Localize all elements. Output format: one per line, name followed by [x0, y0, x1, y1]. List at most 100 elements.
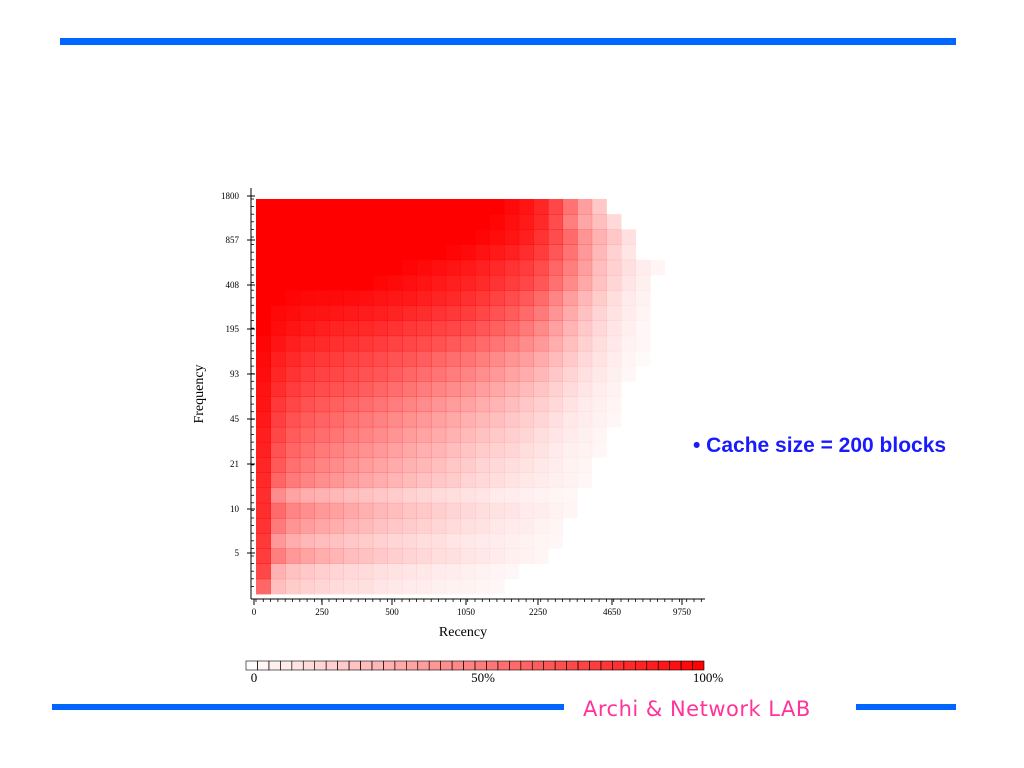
heat-cell [256, 381, 271, 397]
heat-cell [621, 244, 636, 261]
heat-cell [270, 229, 286, 245]
heat-cell [314, 578, 330, 595]
heat-cell [343, 290, 359, 306]
heat-cell [285, 502, 301, 519]
heat-cell [343, 214, 359, 230]
heat-cell [314, 320, 330, 337]
heat-cell [518, 518, 534, 534]
heat-cell [372, 548, 388, 565]
heat-cell [416, 214, 432, 230]
heat-cell [372, 305, 388, 321]
heat-cell [402, 320, 417, 337]
heat-cell [372, 487, 388, 504]
heat-cell [533, 274, 549, 291]
heat-cell [299, 518, 315, 534]
heat-cell [563, 488, 578, 504]
heat-cell [270, 274, 286, 291]
heat-cell [270, 381, 286, 397]
heat-cell [460, 366, 476, 382]
heat-cell [562, 472, 578, 489]
heat-cell [504, 259, 520, 276]
heat-cell [256, 305, 271, 321]
heat-cell [504, 457, 520, 473]
heat-cell [445, 396, 461, 413]
scale-mid-label: 50% [471, 670, 495, 685]
heat-cell [533, 350, 549, 367]
heat-cell [343, 442, 359, 458]
heat-cell [548, 442, 563, 458]
heat-cell [314, 548, 330, 565]
heat-cell [343, 396, 359, 413]
y-axis-title: Frequency [192, 364, 207, 423]
scale-swatch [577, 660, 590, 671]
heat-cell [256, 426, 271, 443]
heat-cell [343, 487, 359, 504]
heat-cell [504, 502, 520, 519]
heat-cell [518, 472, 534, 489]
heat-cell [621, 366, 636, 382]
heat-cell [504, 290, 520, 306]
heat-cell [329, 396, 344, 413]
heat-cell [489, 548, 505, 565]
heat-cell [314, 502, 330, 519]
heat-cell [285, 411, 301, 428]
heat-cell [504, 396, 520, 413]
heat-cell [489, 350, 505, 367]
heat-cell [518, 411, 534, 428]
heat-cell [387, 320, 403, 337]
heat-cell [518, 533, 534, 549]
heat-cell [591, 259, 607, 276]
heat-cell [270, 199, 286, 215]
heat-cell [387, 244, 403, 261]
heat-cell [387, 578, 403, 595]
heat-cell [518, 214, 534, 230]
heat-cell [299, 472, 315, 489]
x-tick-label: 250 [315, 607, 329, 617]
heat-cell [548, 305, 563, 321]
heat-cell [445, 411, 461, 428]
heat-cell [256, 502, 271, 519]
heat-cell [299, 457, 315, 473]
heat-cell [314, 518, 330, 534]
heat-cell [402, 259, 417, 276]
heat-cell [285, 563, 301, 580]
heat-cell [314, 442, 330, 458]
heat-cell [504, 548, 520, 565]
heat-cell [329, 411, 344, 428]
heat-cell [416, 442, 432, 458]
heat-cell [416, 411, 432, 428]
heat-cell [372, 502, 388, 519]
heat-cell [548, 214, 563, 230]
heat-cell [285, 366, 301, 382]
heat-cell [548, 244, 563, 261]
heat-cell [591, 381, 607, 397]
heat-cell [343, 457, 359, 473]
heat-cell [387, 229, 403, 245]
heat-cell [402, 457, 417, 473]
scale-max-label: 100% [693, 670, 724, 685]
heat-cell [548, 396, 563, 413]
y-tick-label: 195 [226, 324, 240, 334]
heat-cell [372, 578, 388, 595]
heat-cell [299, 274, 315, 291]
heat-cell [460, 305, 476, 321]
heat-cell [606, 381, 622, 397]
heat-cell [314, 305, 330, 321]
heat-cell [562, 305, 578, 321]
heat-cell [416, 229, 432, 245]
scale-swatch [371, 660, 384, 671]
heat-cell [591, 290, 607, 306]
heat-cell [372, 214, 388, 230]
heat-cell [621, 290, 636, 306]
heat-cell [402, 214, 417, 230]
heat-cell [504, 411, 520, 428]
heat-cell [299, 259, 315, 276]
heat-cell [489, 442, 505, 458]
heat-cell [489, 457, 505, 473]
heat-cell [358, 548, 374, 565]
heat-cell [431, 350, 447, 367]
heat-cell [270, 472, 286, 489]
scale-swatch [646, 660, 659, 671]
heat-cell [504, 381, 520, 397]
heat-cell [416, 366, 432, 382]
